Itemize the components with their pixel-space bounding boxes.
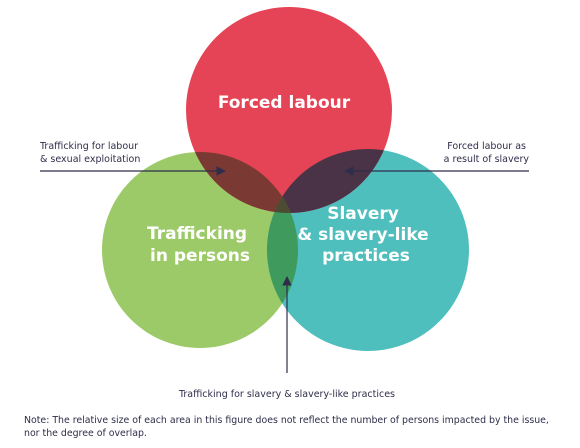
trafficking-label: Trafficking in persons <box>147 224 253 266</box>
forced-labour-label: Forced labour <box>218 93 351 113</box>
overlap-forced-slavery <box>267 149 392 213</box>
annotation-forced-slavery: Forced labour as a result of slavery <box>444 141 530 165</box>
overlap-forced-trafficking <box>186 152 298 213</box>
annotation-trafficking-labour: Trafficking for labour & sexual exploita… <box>39 141 141 165</box>
note-line-1: Note: The relative size of each area in … <box>24 415 549 426</box>
slavery-label: Slavery & slavery-like practices <box>297 204 434 266</box>
note-line-2: nor the degree of overlap. <box>24 428 147 439</box>
figure-note: Note: The relative size of each area in … <box>24 414 564 440</box>
annotation-trafficking-slavery: Trafficking for slavery & slavery-like p… <box>178 389 395 400</box>
